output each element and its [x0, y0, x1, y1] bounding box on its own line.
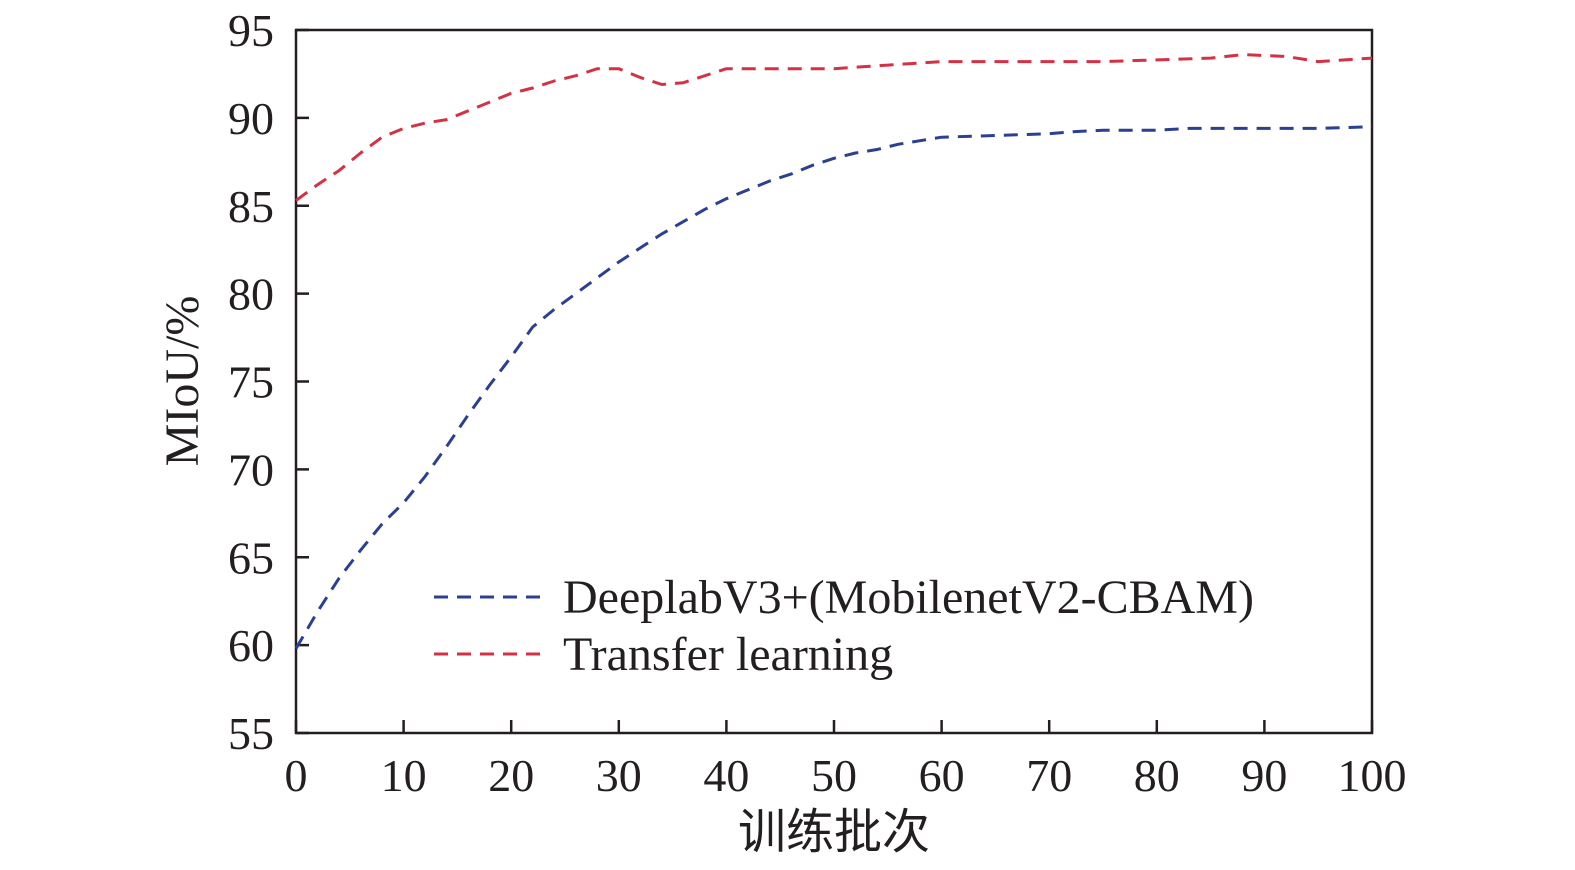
x-tick-label: 20 — [488, 750, 534, 801]
y-tick-label: 85 — [228, 181, 274, 232]
x-tick-label: 10 — [381, 750, 427, 801]
y-tick-label: 55 — [228, 708, 274, 759]
x-tick-label: 30 — [596, 750, 642, 801]
series-lines — [294, 53, 1373, 650]
x-tick-label: 100 — [1338, 750, 1407, 801]
y-tick-label: 65 — [228, 532, 274, 583]
tick-labels: 0 10 20 30 40 50 60 70 80 90 100 55 60 65 70 75 80 85 90 95 — [228, 5, 1407, 801]
legend: DeeplabV3+(MobilenetV2-CBAM)Transfer lea… — [434, 571, 1254, 681]
series-line-1 — [294, 125, 1373, 650]
y-axis-title: MIoU/% — [156, 296, 209, 467]
x-tick-label: 60 — [919, 750, 965, 801]
y-tick-label: 90 — [228, 93, 274, 144]
x-tick-label: 50 — [811, 750, 857, 801]
legend-label-2: Transfer learning — [563, 628, 893, 681]
y-tick-label: 75 — [228, 357, 274, 408]
y-tick-label: 60 — [228, 620, 274, 671]
legend-label-1: DeeplabV3+(MobilenetV2-CBAM) — [563, 571, 1254, 624]
x-tick-label: 70 — [1026, 750, 1072, 801]
y-tick-label: 70 — [228, 444, 274, 495]
y-tick-label: 95 — [228, 5, 274, 56]
x-tick-label: 0 — [285, 750, 308, 801]
series-line-2 — [295, 53, 1373, 202]
x-axis-title: 训练批次 — [738, 806, 930, 859]
x-tick-label: 90 — [1241, 750, 1287, 801]
x-tick-label: 80 — [1134, 750, 1180, 801]
x-tick-label: 40 — [703, 750, 749, 801]
y-tick-label: 80 — [228, 269, 274, 320]
